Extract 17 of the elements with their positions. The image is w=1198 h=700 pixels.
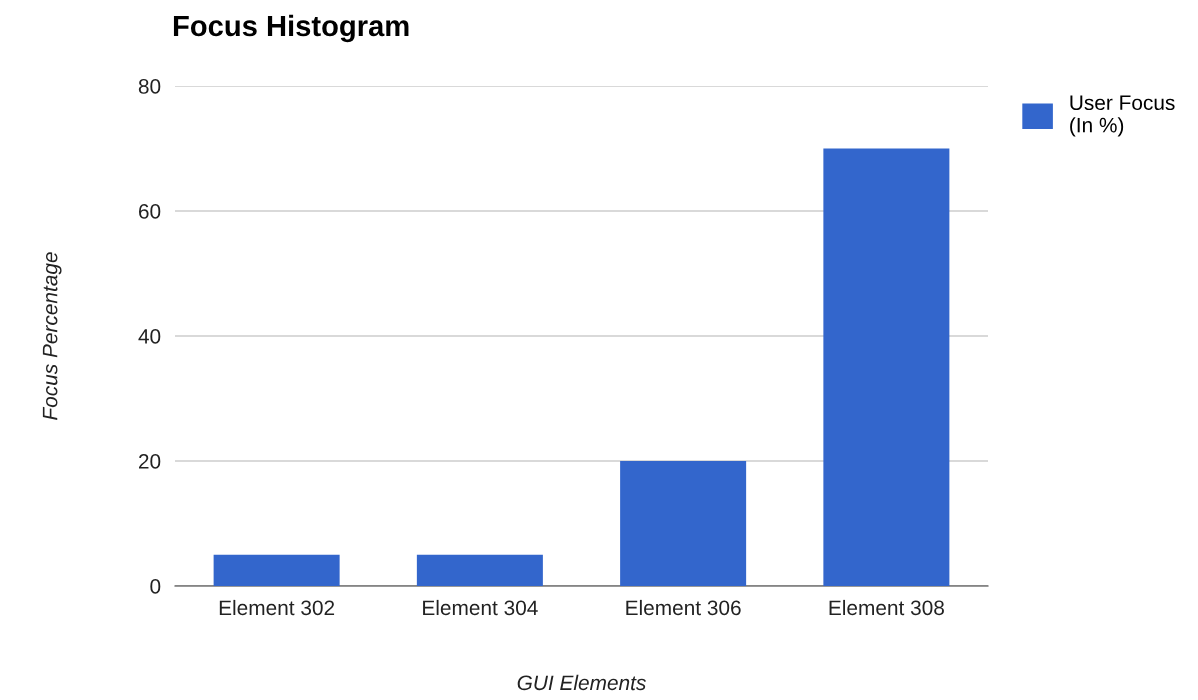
x-axis-title: GUI Elements (517, 674, 646, 691)
bar (620, 461, 747, 586)
x-tick-label: Element 304 (423, 599, 538, 616)
y-tick-label: 80 (138, 79, 161, 94)
bar (213, 554, 340, 586)
bar (416, 554, 543, 586)
y-axis-title: Focus Percentage (42, 252, 62, 420)
y-tick-label: 0 (150, 579, 161, 594)
y-tick-label: 60 (139, 204, 161, 219)
chart-title: Focus Histogram (173, 14, 409, 43)
x-tick-label: Element 308 (829, 599, 944, 616)
legend-label: User Focus (In %) (1070, 95, 1175, 137)
bar (823, 148, 950, 586)
x-tick-label: Element 302 (219, 599, 335, 616)
y-tick-label: 40 (138, 329, 161, 344)
x-tick-label: Element 306 (626, 599, 741, 616)
y-tick-label: 20 (138, 454, 161, 469)
